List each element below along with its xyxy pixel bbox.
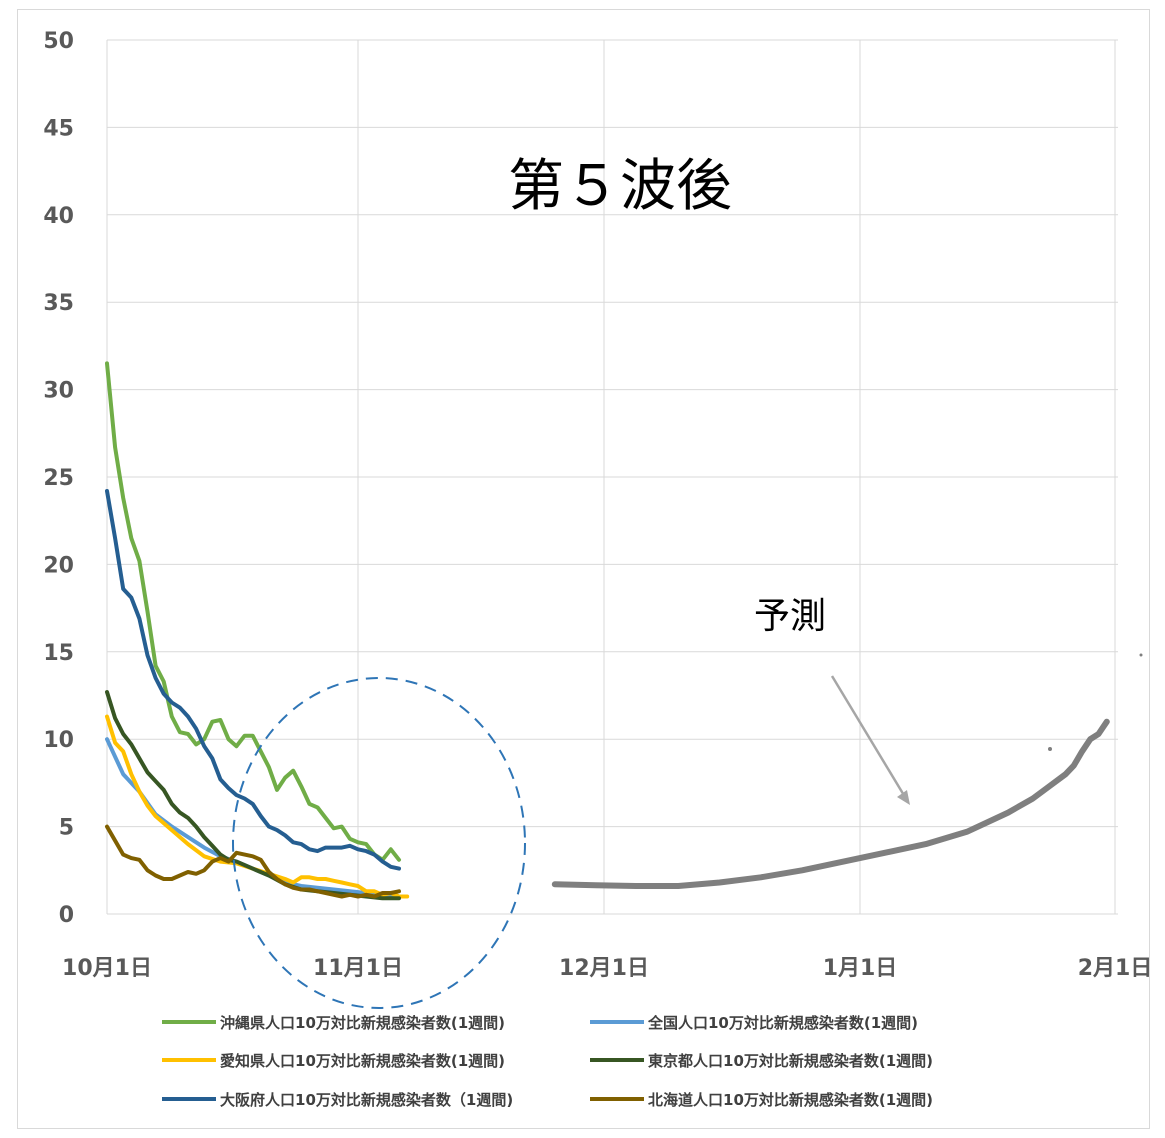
series-line-5 xyxy=(105,824,401,899)
y-tick-label: 35 xyxy=(43,291,74,316)
chart-frame xyxy=(17,9,1150,1129)
stray-dot xyxy=(1048,747,1052,751)
y-tick-label: 10 xyxy=(43,728,74,753)
x-tick-label: 10月1日 xyxy=(62,956,152,981)
legend-label: 沖縄県人口10万対比新規感染者数(1週間) xyxy=(220,1014,505,1032)
legend-label: 愛知県人口10万対比新規感染者数(1週間) xyxy=(220,1052,505,1070)
y-tick-label: 45 xyxy=(43,116,74,141)
legend-label: 東京都人口10万対比新規感染者数(1週間) xyxy=(648,1052,933,1070)
highlight-circle xyxy=(232,677,526,1009)
y-axis-ticks: 0 5 10 15 20 25 30 35 40 45 50 xyxy=(43,29,74,928)
annotation-arrow-line xyxy=(830,675,907,798)
legend-label: 北海道人口10万対比新規感染者数(1週間) xyxy=(648,1091,933,1109)
chart-title: 第５波後 xyxy=(508,154,732,219)
y-tick-label: 30 xyxy=(43,379,74,404)
series-line-4 xyxy=(105,489,401,871)
stray-dot xyxy=(1139,653,1143,657)
annotation-arrowhead xyxy=(897,790,910,805)
y-tick-label: 50 xyxy=(43,29,74,54)
x-tick-label: 2月1日 xyxy=(1078,956,1153,981)
series-line-0 xyxy=(105,361,401,862)
y-tick-label: 20 xyxy=(43,553,74,578)
series-lines xyxy=(105,361,1110,901)
gridlines xyxy=(106,39,1118,915)
forecast-annotation: 予測 xyxy=(754,596,826,637)
legend: 沖縄県人口10万対比新規感染者数(1週間) 全国人口10万対比新規感染者数(1週間… xyxy=(162,1014,933,1109)
y-tick-label: 5 xyxy=(59,816,74,841)
x-axis-ticks: 10月1日 11月1日 12月1日 1月1日 2月1日 xyxy=(62,956,1152,981)
series-line-6 xyxy=(551,718,1110,889)
series-line-3 xyxy=(105,690,401,901)
x-tick-label: 1月1日 xyxy=(823,956,898,981)
y-tick-label: 0 xyxy=(59,903,74,928)
legend-label: 全国人口10万対比新規感染者数(1週間) xyxy=(647,1014,918,1032)
x-tick-label: 11月1日 xyxy=(313,956,403,981)
y-tick-label: 40 xyxy=(43,204,74,229)
series-line-2 xyxy=(105,714,410,899)
legend-label: 大阪府人口10万対比新規感染者数（1週間) xyxy=(220,1091,513,1109)
x-tick-label: 12月1日 xyxy=(559,956,649,981)
y-tick-label: 25 xyxy=(43,466,74,491)
y-tick-label: 15 xyxy=(43,641,74,666)
